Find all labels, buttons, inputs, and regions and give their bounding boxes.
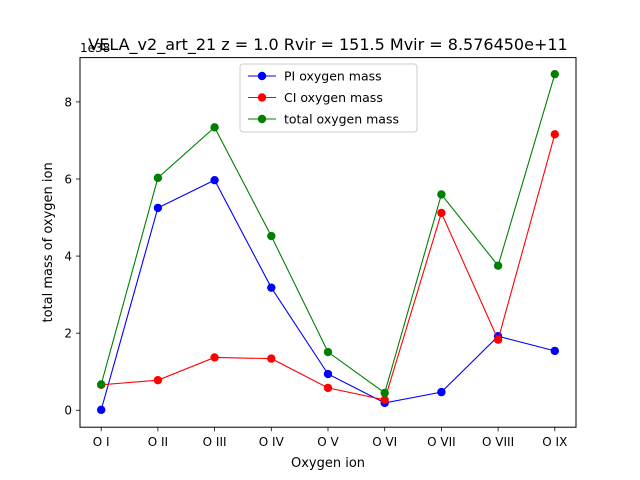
data-point — [550, 130, 559, 139]
legend-entry: CI oxygen mass — [248, 90, 383, 105]
x-tick-label: O I — [93, 435, 110, 449]
x-axis-label: Oxygen ion — [291, 456, 365, 471]
y-axis-offset-label: 1e38 — [80, 41, 110, 55]
series-3 — [97, 69, 559, 398]
legend-label: CI oxygen mass — [284, 90, 383, 105]
x-tick-label: O IV — [259, 435, 285, 449]
data-point — [210, 123, 219, 132]
legend-entry: total oxygen mass — [248, 112, 399, 127]
x-tick-label: O III — [203, 435, 227, 449]
x-tick-label: O II — [148, 435, 168, 449]
x-tick-label: O V — [317, 435, 339, 449]
x-tick-label: O VI — [372, 435, 397, 449]
y-tick-label: 2 — [64, 327, 72, 341]
data-point — [380, 388, 389, 398]
y-tick-label: 4 — [64, 250, 72, 264]
legend-marker — [257, 71, 267, 81]
data-point — [323, 369, 333, 379]
y-tick-label: 8 — [64, 95, 72, 109]
data-point — [210, 175, 219, 185]
data-point — [153, 173, 163, 183]
data-point — [267, 354, 276, 363]
x-tick-label: O IX — [542, 435, 567, 449]
legend-marker — [257, 114, 267, 124]
y-tick-label: 6 — [64, 173, 72, 187]
series-1 — [97, 175, 559, 415]
series-layer — [97, 69, 559, 415]
data-point — [267, 231, 276, 241]
legend-entry: PI oxygen mass — [248, 69, 382, 84]
x-axis-ticks: O I O II O III O IV O V O VI O VII O VIII O IX — [93, 427, 567, 449]
data-point — [380, 395, 389, 405]
data-point — [153, 203, 163, 213]
data-point — [153, 375, 163, 385]
data-point — [493, 261, 503, 270]
data-point — [97, 405, 106, 415]
x-tick-label: O VIII — [482, 435, 514, 449]
data-point — [437, 208, 446, 218]
legend-label: total oxygen mass — [284, 112, 399, 127]
data-point — [97, 380, 106, 389]
data-point — [267, 283, 276, 292]
data-point — [437, 387, 446, 397]
series-2 — [97, 130, 559, 405]
x-tick-label: O VII — [427, 435, 456, 449]
data-point — [323, 383, 333, 393]
data-point — [323, 347, 333, 357]
chart-title: VELA_v2_art_21 z = 1.0 Rvir = 151.5 Mvir… — [88, 35, 567, 55]
y-tick-label: 0 — [64, 404, 72, 418]
data-point — [550, 346, 559, 356]
legend-marker — [257, 93, 267, 102]
legend-label: PI oxygen mass — [284, 69, 382, 84]
y-axis-ticks: 0 2 4 6 8 — [64, 95, 80, 418]
data-point — [210, 353, 219, 362]
data-point — [493, 335, 503, 344]
series-line — [101, 134, 556, 401]
data-point — [437, 190, 446, 199]
y-axis-label: total mass of oxygen ion — [41, 162, 56, 322]
data-point — [550, 69, 559, 79]
legend: PI oxygen mass CI oxygen mass total oxygen… — [239, 63, 418, 133]
legend-frame — [239, 63, 418, 133]
